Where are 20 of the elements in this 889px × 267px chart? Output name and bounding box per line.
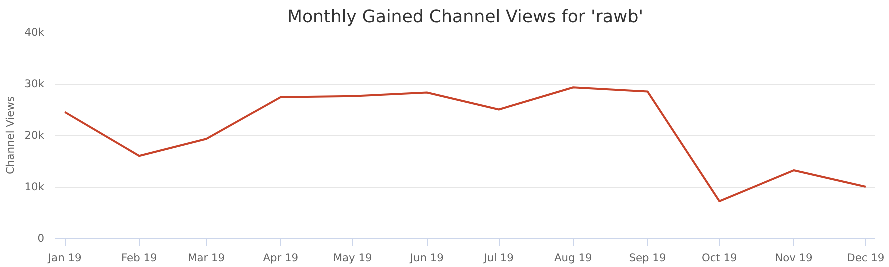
x-tick-label: Jul 19 bbox=[483, 252, 514, 264]
x-tick-label: Jan 19 bbox=[47, 252, 82, 264]
chart-title: Monthly Gained Channel Views for 'rawb' bbox=[288, 8, 644, 28]
x-tick-label: May 19 bbox=[333, 252, 373, 264]
x-tick-label: Sep 19 bbox=[629, 252, 666, 264]
y-tick-label: 0 bbox=[38, 232, 45, 245]
x-tick-label: Oct 19 bbox=[702, 252, 738, 264]
x-tick-label: Apr 19 bbox=[263, 252, 299, 264]
x-tick-label: Jun 19 bbox=[409, 252, 444, 264]
y-axis-title: Channel Views bbox=[4, 96, 17, 174]
x-tick-label: Aug 19 bbox=[554, 252, 592, 264]
y-tick-label: 20k bbox=[24, 129, 46, 142]
line-series bbox=[64, 86, 867, 202]
x-tick-label: Feb 19 bbox=[122, 252, 158, 264]
x-tick-label: Nov 19 bbox=[775, 252, 814, 264]
y-tick-label: 40k bbox=[24, 26, 46, 39]
x-tick-label: Dec 19 bbox=[847, 252, 885, 264]
y-tick-label: 30k bbox=[24, 78, 46, 90]
x-tick-label: Mar 19 bbox=[188, 252, 226, 264]
y-tick-label: 10k bbox=[24, 180, 46, 194]
